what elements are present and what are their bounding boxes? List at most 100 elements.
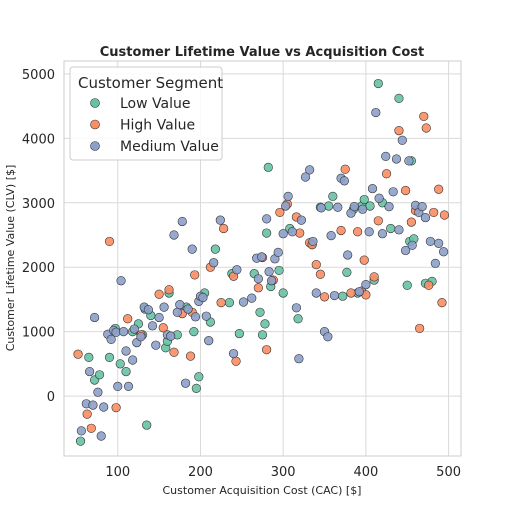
- point-high-value: [406, 217, 416, 227]
- point-high-value: [169, 347, 179, 357]
- point-medium-value: [121, 346, 131, 356]
- y-tick-label: 5000: [22, 68, 55, 83]
- x-tick-label: 100: [105, 465, 130, 480]
- point-medium-value: [311, 288, 321, 298]
- chart-title: Customer Lifetime Value vs Acquisition C…: [100, 45, 424, 60]
- y-tick-label: 3000: [22, 197, 55, 212]
- point-low-value: [386, 223, 396, 234]
- point-medium-value: [85, 366, 95, 377]
- point-medium-value: [154, 312, 164, 323]
- point-medium-value: [300, 172, 311, 182]
- point-high-value: [295, 228, 305, 238]
- point-medium-value: [283, 191, 293, 201]
- point-medium-value: [384, 202, 394, 212]
- point-medium-value: [430, 258, 440, 268]
- point-medium-value: [183, 304, 193, 314]
- point-medium-value: [371, 107, 381, 118]
- point-medium-value: [364, 227, 374, 237]
- point-medium-value: [90, 312, 100, 323]
- grid-lines: [64, 61, 461, 456]
- point-medium-value: [190, 312, 201, 322]
- point-high-value: [86, 423, 96, 433]
- point-medium-value: [180, 378, 191, 388]
- point-medium-value: [116, 276, 126, 286]
- point-high-value: [439, 210, 450, 220]
- point-medium-value: [316, 203, 326, 213]
- point-medium-value: [329, 290, 340, 301]
- point-high-value: [419, 111, 429, 122]
- point-medium-value: [201, 311, 211, 321]
- legend-title: Customer Segment: [78, 74, 223, 92]
- point-medium-value: [374, 193, 384, 203]
- legend-marker-medium-value: [90, 141, 100, 151]
- point-medium-value: [113, 381, 123, 392]
- y-axis-label: Customer Lifetime Value (CLV) [$]: [4, 165, 17, 352]
- point-high-value: [369, 272, 379, 282]
- point-medium-value: [209, 258, 219, 268]
- point-low-value: [210, 244, 220, 254]
- point-medium-value: [273, 247, 283, 257]
- point-medium-value: [198, 292, 208, 303]
- point-high-value: [346, 288, 356, 298]
- point-low-value: [255, 307, 265, 317]
- point-medium-value: [253, 274, 263, 284]
- point-medium-value: [287, 227, 297, 237]
- x-tick-label: 300: [271, 465, 296, 480]
- point-medium-value: [204, 336, 214, 346]
- point-high-value: [190, 270, 200, 280]
- point-low-value: [191, 383, 201, 393]
- point-medium-value: [361, 279, 371, 290]
- point-medium-value: [278, 229, 288, 239]
- point-medium-value: [417, 202, 427, 212]
- point-high-value: [429, 207, 439, 218]
- point-medium-value: [187, 244, 197, 254]
- point-low-value: [338, 291, 348, 301]
- point-high-value: [216, 298, 226, 308]
- point-medium-value: [169, 230, 179, 240]
- point-high-value: [434, 184, 444, 194]
- x-tick-label: 500: [436, 465, 461, 480]
- point-medium-value: [308, 236, 318, 247]
- point-low-value: [359, 194, 369, 205]
- point-high-value: [111, 403, 121, 413]
- point-low-value: [263, 162, 273, 172]
- point-medium-value: [326, 231, 336, 241]
- point-medium-value: [388, 187, 398, 197]
- legend-box: [69, 66, 223, 161]
- point-low-value: [121, 366, 131, 377]
- point-high-value: [353, 227, 363, 237]
- point-medium-value: [106, 334, 116, 344]
- point-high-value: [424, 280, 434, 290]
- point-high-value: [400, 185, 411, 196]
- point-high-value: [82, 409, 92, 419]
- point-medium-value: [232, 265, 242, 275]
- point-low-value: [260, 319, 270, 329]
- point-medium-value: [128, 355, 138, 365]
- point-medium-value: [136, 332, 146, 342]
- point-medium-value: [291, 303, 302, 313]
- point-medium-value: [118, 327, 129, 337]
- point-medium-value: [281, 201, 291, 211]
- legend-label-high-value: High Value: [120, 118, 195, 134]
- axes-frame: [63, 60, 462, 457]
- point-low-value: [342, 267, 352, 277]
- point-high-value: [421, 123, 431, 133]
- point-medium-value: [143, 305, 153, 315]
- point-high-value: [394, 125, 404, 136]
- legend-items: Low Value High Value Medium Value: [90, 96, 219, 155]
- point-high-value: [231, 356, 241, 366]
- point-medium-value: [407, 240, 417, 250]
- legend-label-medium-value: Medium Value: [120, 139, 219, 155]
- point-medium-value: [175, 299, 185, 310]
- point-high-value: [123, 314, 133, 324]
- point-medium-value: [228, 348, 239, 359]
- point-medium-value: [129, 324, 139, 334]
- point-medium-value: [172, 307, 182, 317]
- legend: Customer Segment Low Value High Value Medi…: [69, 66, 223, 161]
- point-medium-value: [381, 151, 391, 161]
- point-low-value: [274, 265, 284, 276]
- point-medium-value: [439, 247, 449, 257]
- point-high-value: [311, 260, 321, 270]
- point-medium-value: [354, 287, 364, 297]
